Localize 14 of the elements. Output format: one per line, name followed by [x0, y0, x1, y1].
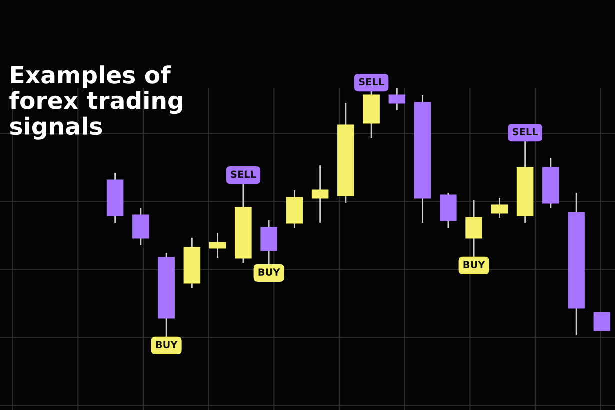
chart-title: Examples of forex trading signals — [10, 66, 182, 140]
candlestick — [209, 232, 226, 259]
text: SELL — [359, 78, 384, 86]
candlestick — [312, 164, 329, 224]
candlestick — [260, 220, 278, 266]
candlestick — [594, 312, 611, 332]
annotation: BUY — [258, 268, 280, 276]
candlestick — [132, 207, 150, 246]
annotation: BUY — [464, 261, 486, 269]
candlestick — [491, 197, 508, 219]
annotation: SELL — [512, 128, 538, 136]
text: BUY — [156, 341, 178, 349]
annotation: SELL — [231, 170, 256, 178]
candlestick — [388, 88, 406, 112]
